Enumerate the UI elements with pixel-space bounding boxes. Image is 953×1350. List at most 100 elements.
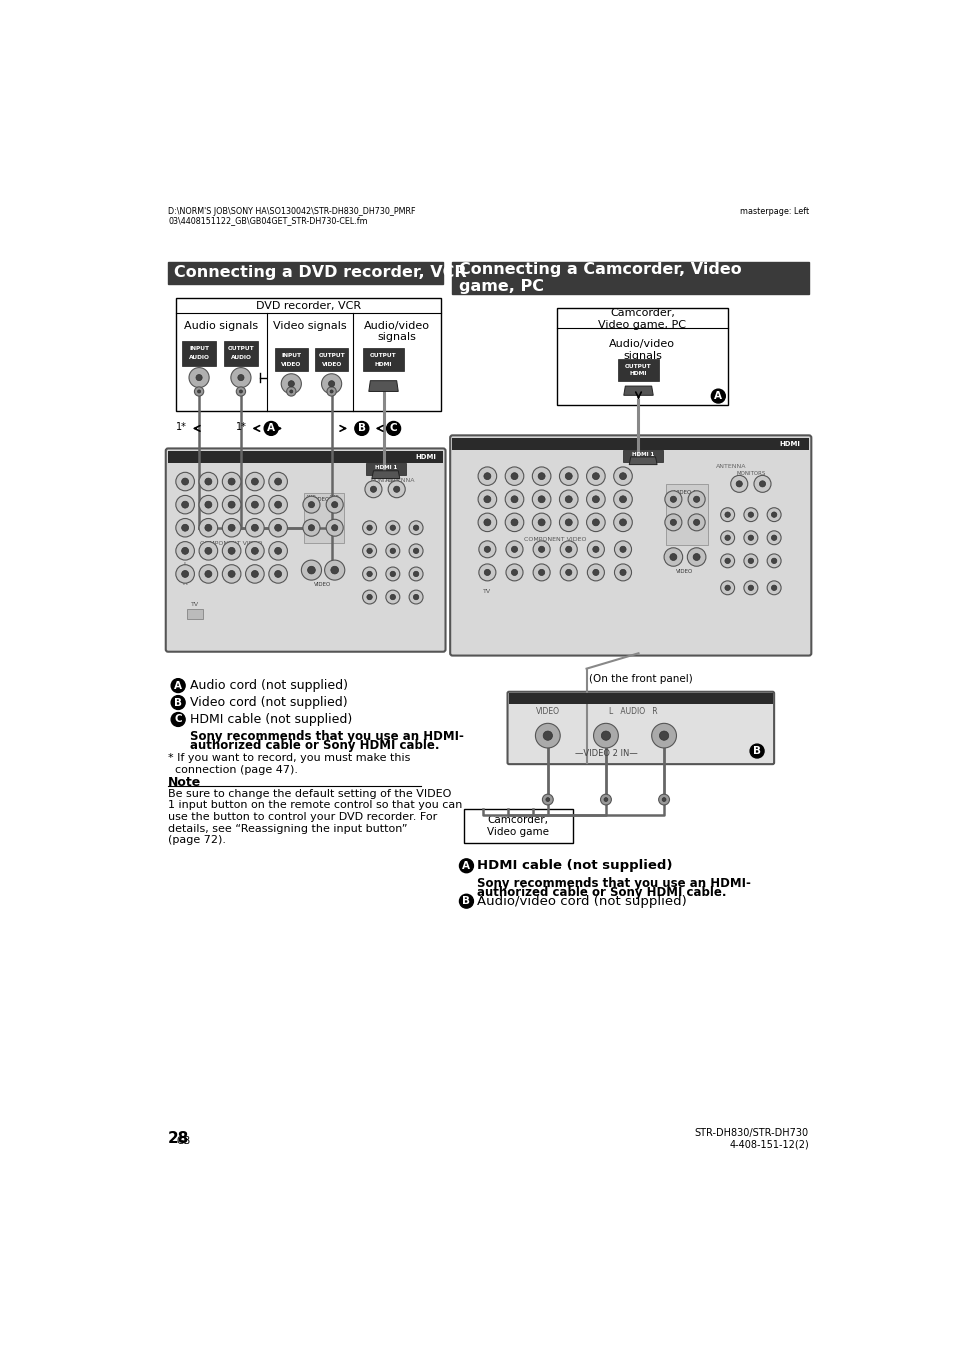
Circle shape	[222, 472, 241, 491]
Circle shape	[686, 548, 705, 566]
Circle shape	[651, 724, 676, 748]
Circle shape	[303, 497, 319, 513]
Text: AMP: AMP	[306, 495, 316, 501]
Circle shape	[659, 732, 668, 740]
Circle shape	[743, 531, 757, 544]
Circle shape	[362, 590, 376, 603]
Circle shape	[386, 421, 400, 435]
Circle shape	[478, 564, 496, 580]
Text: * If you want to record, you must make this
  connection (page 47).: * If you want to record, you must make t…	[168, 753, 410, 775]
Circle shape	[505, 467, 523, 486]
Circle shape	[367, 571, 372, 576]
Text: COMPONENT VIDEO: COMPONENT VIDEO	[523, 537, 585, 541]
Circle shape	[236, 387, 245, 396]
Circle shape	[537, 495, 544, 502]
Circle shape	[559, 541, 577, 558]
Circle shape	[385, 544, 399, 558]
Circle shape	[274, 501, 281, 508]
Circle shape	[301, 560, 321, 580]
Text: A: A	[174, 680, 182, 691]
Circle shape	[484, 570, 490, 575]
Circle shape	[565, 495, 572, 502]
Circle shape	[194, 387, 204, 396]
Text: 1*: 1*	[235, 423, 246, 432]
Text: B: B	[174, 698, 182, 707]
Text: L: L	[183, 562, 187, 568]
Circle shape	[199, 495, 217, 514]
Circle shape	[511, 547, 517, 552]
Circle shape	[586, 490, 604, 509]
Text: OUTPUT: OUTPUT	[370, 354, 396, 358]
Circle shape	[670, 520, 676, 525]
Circle shape	[720, 508, 734, 521]
Text: MONITORS: MONITORS	[736, 471, 764, 477]
Text: TV: TV	[483, 589, 491, 594]
Text: Video cord (not supplied): Video cord (not supplied)	[190, 697, 347, 709]
Circle shape	[252, 478, 258, 485]
Circle shape	[599, 794, 611, 805]
Circle shape	[670, 497, 676, 502]
Circle shape	[484, 547, 490, 552]
Circle shape	[409, 567, 422, 580]
Bar	[182, 340, 216, 366]
Circle shape	[237, 374, 244, 381]
Text: B: B	[752, 747, 760, 756]
Circle shape	[736, 481, 741, 487]
Circle shape	[385, 521, 399, 535]
Circle shape	[199, 518, 217, 537]
Circle shape	[175, 518, 194, 537]
Circle shape	[614, 564, 631, 580]
Text: MONITORS: MONITORS	[370, 478, 399, 482]
Circle shape	[664, 514, 681, 531]
Circle shape	[330, 390, 333, 393]
Bar	[665, 483, 707, 545]
Circle shape	[332, 525, 337, 531]
Circle shape	[533, 564, 550, 580]
Circle shape	[720, 554, 734, 568]
Circle shape	[664, 491, 681, 508]
Circle shape	[618, 495, 626, 502]
Circle shape	[586, 467, 604, 486]
Text: INPUT: INPUT	[281, 354, 301, 358]
Circle shape	[535, 724, 559, 748]
Circle shape	[532, 513, 550, 532]
Circle shape	[331, 566, 338, 574]
Text: —VIDEO 2 IN—: —VIDEO 2 IN—	[574, 749, 637, 757]
Text: masterpage: Left: masterpage: Left	[740, 207, 808, 216]
Text: Audio/video
signals: Audio/video signals	[363, 320, 429, 342]
Circle shape	[743, 554, 757, 568]
Circle shape	[324, 560, 344, 580]
Circle shape	[228, 547, 234, 555]
Circle shape	[537, 547, 544, 552]
Circle shape	[459, 859, 473, 872]
Circle shape	[245, 495, 264, 514]
Circle shape	[565, 518, 572, 525]
Text: VIDEO: VIDEO	[536, 707, 559, 717]
Circle shape	[269, 564, 287, 583]
Circle shape	[362, 521, 376, 535]
Circle shape	[175, 541, 194, 560]
Text: OUTPUT: OUTPUT	[318, 354, 345, 358]
Circle shape	[274, 524, 281, 531]
Circle shape	[290, 390, 293, 393]
Circle shape	[687, 491, 704, 508]
Circle shape	[385, 590, 399, 603]
Text: Camcorder,
Video game, PC: Camcorder, Video game, PC	[598, 308, 685, 329]
Circle shape	[724, 535, 730, 540]
Text: AUDIO: AUDIO	[189, 355, 210, 360]
Circle shape	[367, 525, 372, 531]
Text: Sony recommends that you use an HDMI-: Sony recommends that you use an HDMI-	[190, 730, 463, 744]
Text: AUDIO: AUDIO	[231, 355, 251, 360]
Bar	[274, 348, 307, 371]
Bar	[365, 463, 406, 475]
Bar	[303, 493, 344, 543]
Circle shape	[587, 541, 604, 558]
Polygon shape	[369, 381, 397, 392]
Circle shape	[269, 541, 287, 560]
Circle shape	[205, 547, 212, 555]
Circle shape	[618, 472, 626, 479]
Text: VIDEO: VIDEO	[314, 582, 332, 587]
Text: C: C	[174, 714, 182, 725]
Circle shape	[542, 794, 553, 805]
Circle shape	[394, 486, 399, 493]
